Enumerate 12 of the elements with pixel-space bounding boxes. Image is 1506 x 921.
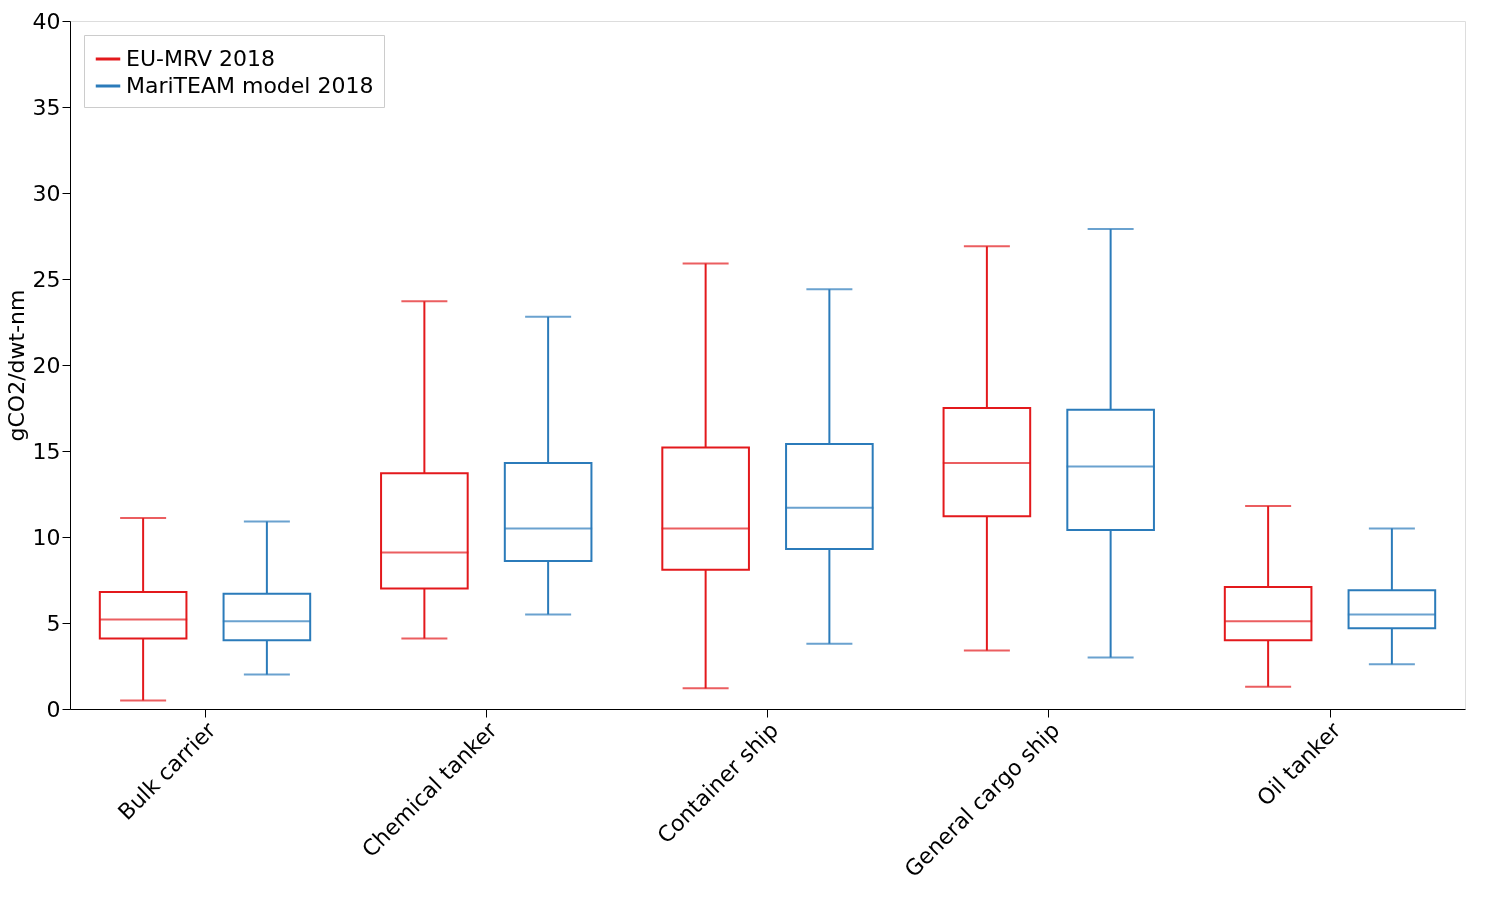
y-tick-label: 15	[32, 438, 61, 464]
legend-label: MariTEAM model 2018	[126, 73, 374, 98]
y-tick-label: 10	[32, 524, 61, 550]
y-tick-label: 40	[32, 8, 61, 34]
y-tick-label: 25	[32, 266, 61, 292]
legend-label: EU-MRV 2018	[126, 46, 276, 71]
y-tick-label: 0	[46, 696, 61, 722]
y-tick-label: 35	[32, 94, 61, 120]
y-tick-label: 5	[46, 610, 61, 636]
y-tick-label: 30	[32, 180, 61, 206]
y-axis-title: gCO2/dwt-nm	[3, 289, 29, 442]
y-tick-label: 20	[32, 352, 61, 378]
